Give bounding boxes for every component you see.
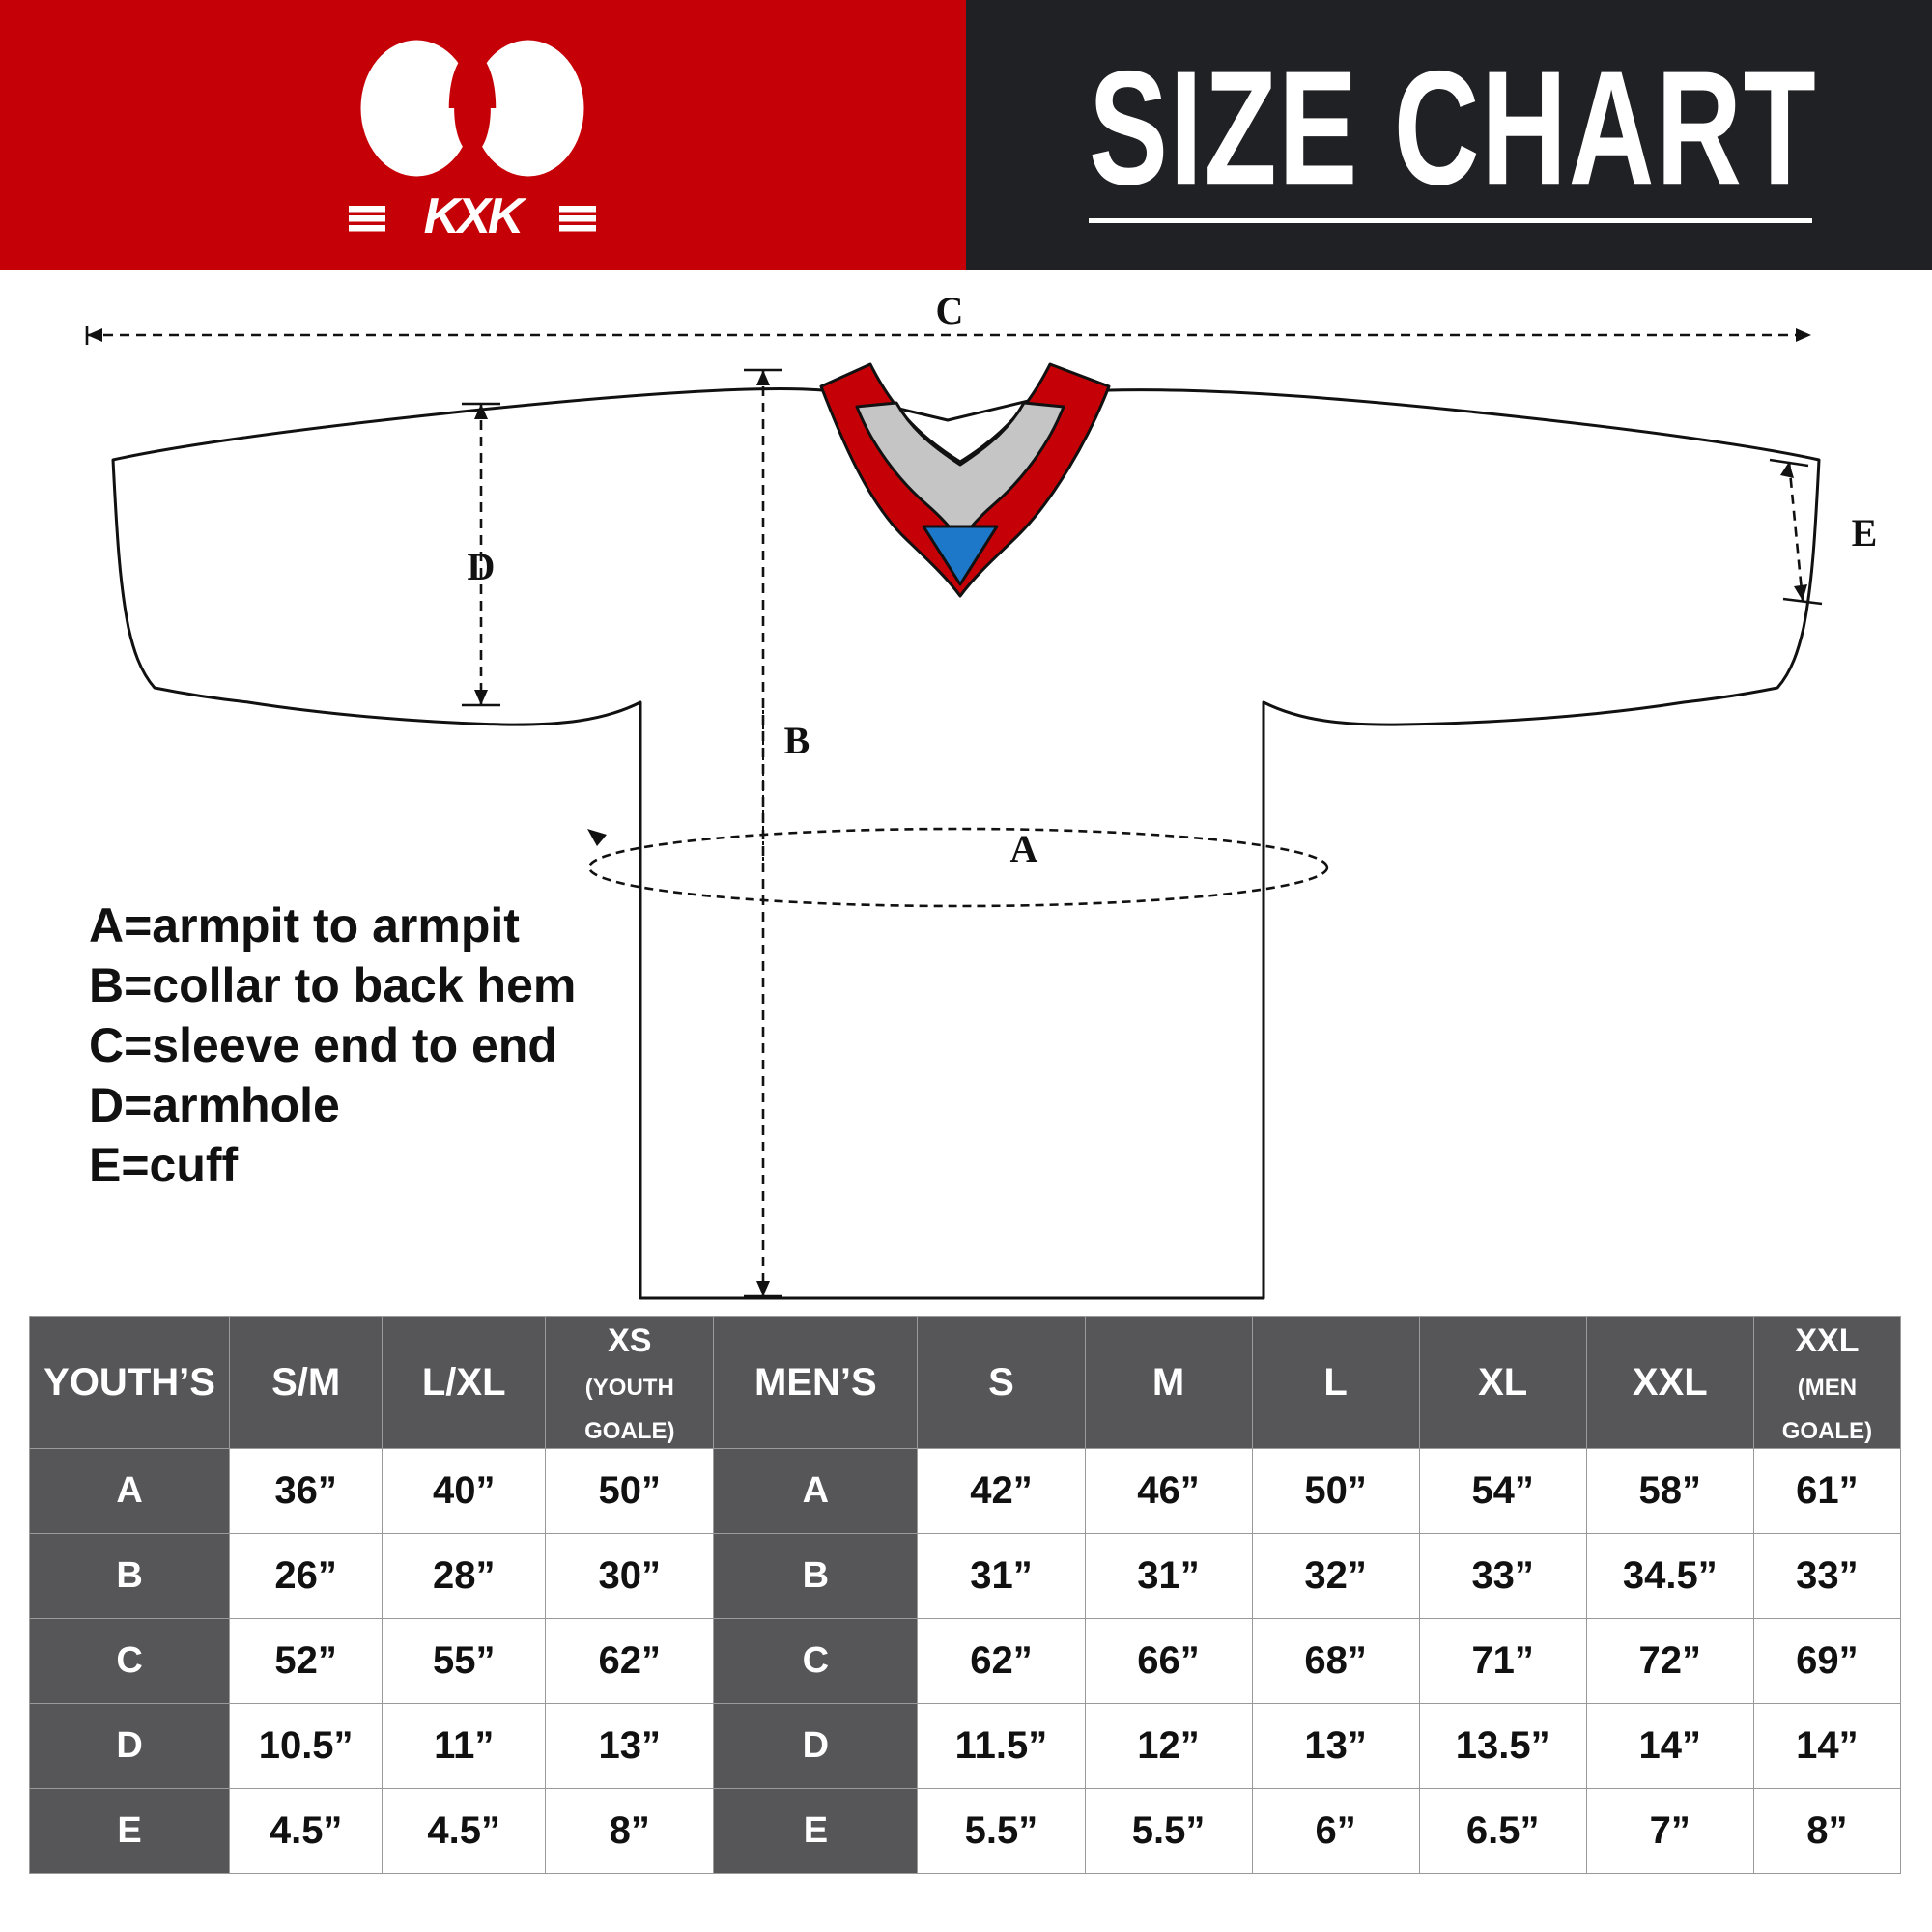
svg-text:D: D bbox=[468, 545, 496, 588]
svg-text:B=collar to back hem: B=collar to back hem bbox=[89, 958, 576, 1012]
svg-text:B: B bbox=[784, 719, 810, 762]
svg-text:E=cuff: E=cuff bbox=[89, 1138, 239, 1192]
svg-text:A: A bbox=[1010, 827, 1038, 870]
svg-text:E: E bbox=[1852, 511, 1878, 554]
svg-text:A=armpit to armpit: A=armpit to armpit bbox=[89, 898, 520, 952]
svg-text:C: C bbox=[936, 289, 964, 332]
svg-text:C=sleeve end to end: C=sleeve end to end bbox=[89, 1018, 557, 1072]
svg-text:D=armhole: D=armhole bbox=[89, 1078, 340, 1132]
